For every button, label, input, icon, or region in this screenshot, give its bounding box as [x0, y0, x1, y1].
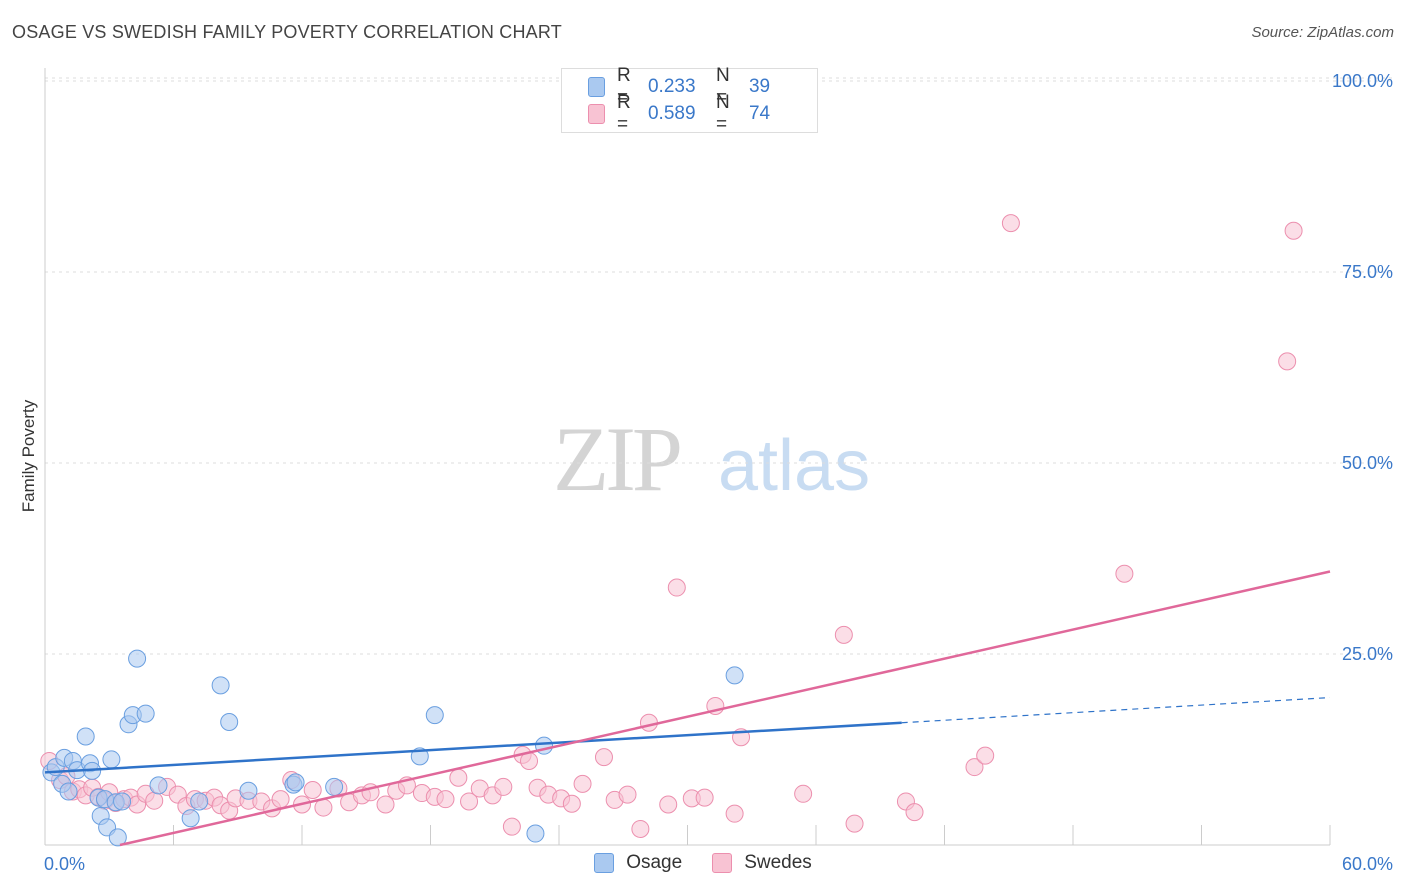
osage-point: [425, 706, 444, 725]
tick-layer: 25.0% 50.0% 75.0% 100.0% 0.0% 60.0%: [44, 71, 1393, 874]
swedes-point: [1115, 564, 1134, 583]
osage-point: [59, 782, 78, 801]
osage-point: [128, 649, 147, 668]
swedes-point: [1001, 214, 1020, 233]
swedes-point: [376, 795, 395, 814]
y-tick-label: 75.0%: [1342, 262, 1393, 282]
osage-point: [220, 712, 239, 731]
osage-point: [113, 792, 132, 811]
swedes-swatch: [588, 104, 605, 124]
osage-trend-line: [44, 721, 902, 774]
legend-item-swedes[interactable]: Swedes: [712, 852, 812, 874]
y-tick-label: 50.0%: [1342, 453, 1393, 473]
legend-n-value: 74: [748, 103, 771, 124]
trend-layer: [44, 570, 1331, 847]
swedes-point: [436, 790, 455, 809]
watermark-atlas: atlas: [718, 426, 870, 506]
swedes-point: [834, 625, 853, 644]
swedes-legend-swatch: [712, 853, 733, 873]
legend-n-label: N =: [715, 65, 730, 108]
legend-row-osage: R = 0.233 N = 39: [588, 65, 817, 108]
swedes-point: [794, 784, 813, 803]
watermark: ZIP atlas: [553, 408, 870, 510]
swedes-point: [460, 792, 479, 811]
osage-point: [136, 704, 155, 723]
osage-point: [190, 792, 209, 811]
swedes-point: [725, 804, 744, 823]
swedes-point: [594, 748, 613, 767]
swedes-point: [303, 780, 322, 799]
swedes-point: [1284, 221, 1303, 240]
swedes-point: [562, 794, 581, 813]
series-legend: Osage Swedes: [0, 852, 1406, 874]
legend-r-label: R =: [616, 65, 631, 108]
swedes-point: [639, 713, 658, 732]
swedes-point: [494, 777, 513, 796]
swedes-trend-line: [119, 570, 1331, 847]
osage-swatch: [588, 77, 605, 97]
swedes-point: [667, 578, 686, 597]
swedes-point: [1278, 352, 1297, 371]
swedes-point: [905, 803, 924, 822]
legend-item-osage[interactable]: Osage: [594, 852, 682, 874]
osage-point: [149, 776, 168, 795]
legend-r-value: 0.233: [647, 76, 696, 97]
swedes-point: [976, 746, 995, 765]
osage-point: [286, 773, 305, 792]
swedes-legend-label: Swedes: [744, 852, 812, 873]
osage-point: [181, 809, 200, 828]
legend-n-label: N =: [715, 92, 730, 135]
swedes-point: [845, 814, 864, 833]
osage-point: [76, 727, 95, 746]
legend-n-value: 39: [748, 76, 771, 97]
osage-point: [526, 824, 545, 843]
osage-legend-label: Osage: [626, 852, 683, 873]
y-axis-label: Family Poverty: [19, 399, 38, 512]
swedes-point: [631, 819, 650, 838]
osage-points: [42, 649, 744, 847]
osage-legend-swatch: [594, 853, 615, 873]
swedes-point: [695, 788, 714, 807]
x-tick-label: 0.0%: [44, 854, 85, 874]
osage-point: [325, 777, 344, 796]
osage-point: [102, 750, 121, 769]
correlation-legend: R = 0.233 N = 39 R = 0.589 N = 74: [561, 65, 818, 135]
swedes-point: [271, 790, 290, 809]
swedes-point: [618, 785, 637, 804]
swedes-point: [573, 774, 592, 793]
legend-r-label: R =: [616, 92, 631, 135]
swedes-point: [659, 795, 678, 814]
chart-title: OSAGE VS SWEDISH FAMILY POVERTY CORRELAT…: [12, 22, 562, 42]
swedes-point: [145, 791, 164, 810]
source-label: Source: ZipAtlas.com: [1251, 24, 1394, 41]
y-tick-label: 25.0%: [1342, 644, 1393, 664]
swedes-point: [965, 758, 984, 777]
osage-trend-extension: [901, 696, 1331, 724]
swedes-points: [40, 214, 1303, 838]
y-tick-label: 100.0%: [1332, 71, 1393, 91]
osage-point: [239, 781, 258, 800]
osage-point: [211, 676, 230, 695]
x-tick-label: 60.0%: [1342, 854, 1393, 874]
osage-point: [725, 666, 744, 685]
axis-layer: [44, 68, 1330, 846]
watermark-zip: ZIP: [553, 408, 680, 510]
legend-row-swedes: R = 0.589 N = 74: [588, 92, 817, 135]
legend-r-value: 0.589: [647, 103, 696, 124]
swedes-point: [502, 817, 521, 836]
osage-point: [108, 828, 127, 847]
swedes-point: [449, 768, 468, 787]
grid-layer: [45, 77, 1392, 845]
